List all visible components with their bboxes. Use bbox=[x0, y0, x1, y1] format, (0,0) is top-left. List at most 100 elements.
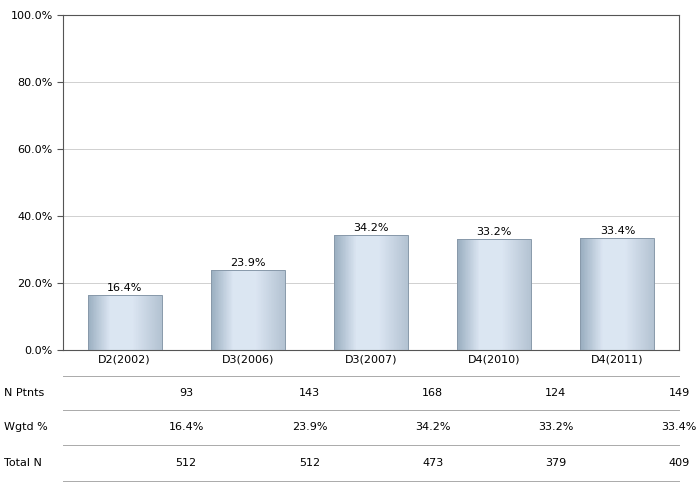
Bar bbox=[399, 236, 400, 350]
Bar bbox=[645, 238, 646, 350]
Bar bbox=[397, 236, 398, 350]
Bar bbox=[92, 295, 93, 350]
Bar bbox=[160, 295, 161, 350]
Bar bbox=[474, 239, 475, 350]
Bar bbox=[153, 295, 154, 350]
Bar bbox=[257, 270, 258, 350]
Bar bbox=[246, 270, 247, 350]
Bar bbox=[239, 270, 240, 350]
Bar bbox=[383, 236, 384, 350]
Bar bbox=[350, 236, 351, 350]
Bar bbox=[140, 295, 141, 350]
Bar bbox=[358, 236, 359, 350]
Bar bbox=[266, 270, 267, 350]
Bar bbox=[387, 236, 388, 350]
Bar bbox=[89, 295, 90, 350]
Bar bbox=[358, 236, 359, 350]
Bar bbox=[352, 236, 353, 350]
Text: 16.4%: 16.4% bbox=[107, 283, 142, 293]
Bar bbox=[509, 239, 510, 350]
Bar bbox=[636, 238, 637, 350]
Bar bbox=[516, 239, 517, 350]
Bar bbox=[341, 236, 342, 350]
Bar bbox=[396, 236, 397, 350]
Bar bbox=[627, 238, 628, 350]
Bar bbox=[268, 270, 269, 350]
Bar bbox=[145, 295, 146, 350]
Bar bbox=[221, 270, 222, 350]
Bar bbox=[280, 270, 281, 350]
Bar bbox=[220, 270, 221, 350]
Bar bbox=[136, 295, 137, 350]
Bar bbox=[593, 238, 594, 350]
Bar bbox=[91, 295, 92, 350]
Bar bbox=[491, 239, 492, 350]
Bar bbox=[640, 238, 641, 350]
Bar bbox=[624, 238, 625, 350]
Bar bbox=[101, 295, 102, 350]
Bar bbox=[471, 239, 472, 350]
Bar bbox=[264, 270, 265, 350]
Bar bbox=[100, 295, 101, 350]
Bar bbox=[94, 295, 95, 350]
Text: 23.9%: 23.9% bbox=[292, 422, 327, 432]
Bar bbox=[522, 239, 523, 350]
Bar bbox=[254, 270, 255, 350]
Bar bbox=[457, 239, 531, 350]
Bar bbox=[107, 295, 108, 350]
Bar bbox=[238, 270, 239, 350]
Bar bbox=[504, 239, 505, 350]
Bar bbox=[366, 236, 367, 350]
Bar bbox=[524, 239, 525, 350]
Bar bbox=[344, 236, 345, 350]
Bar bbox=[610, 238, 611, 350]
Bar bbox=[113, 295, 114, 350]
Bar bbox=[483, 239, 484, 350]
Text: 16.4%: 16.4% bbox=[169, 422, 204, 432]
Bar bbox=[342, 236, 343, 350]
Bar bbox=[466, 239, 467, 350]
Bar bbox=[359, 236, 360, 350]
Bar bbox=[607, 238, 608, 350]
Bar bbox=[123, 295, 124, 350]
Bar bbox=[372, 236, 373, 350]
Bar bbox=[211, 270, 212, 350]
Text: 143: 143 bbox=[299, 388, 320, 398]
Bar bbox=[384, 236, 385, 350]
Bar bbox=[218, 270, 219, 350]
Bar bbox=[612, 238, 613, 350]
Bar bbox=[363, 236, 364, 350]
Bar bbox=[643, 238, 644, 350]
Bar bbox=[112, 295, 113, 350]
Bar bbox=[629, 238, 630, 350]
Bar bbox=[233, 270, 234, 350]
Bar bbox=[345, 236, 346, 350]
Text: 512: 512 bbox=[176, 458, 197, 468]
Bar bbox=[626, 238, 627, 350]
Bar bbox=[376, 236, 377, 350]
Bar bbox=[265, 270, 266, 350]
Text: 23.9%: 23.9% bbox=[230, 258, 265, 268]
Bar bbox=[343, 236, 344, 350]
Bar bbox=[512, 239, 513, 350]
Bar bbox=[481, 239, 482, 350]
Bar bbox=[620, 238, 621, 350]
Bar bbox=[594, 238, 595, 350]
Bar bbox=[392, 236, 393, 350]
Bar bbox=[362, 236, 363, 350]
Bar bbox=[256, 270, 257, 350]
Bar bbox=[114, 295, 115, 350]
Bar bbox=[132, 295, 133, 350]
Bar bbox=[235, 270, 236, 350]
Bar bbox=[646, 238, 647, 350]
Bar bbox=[400, 236, 401, 350]
Bar bbox=[334, 236, 408, 350]
Bar bbox=[223, 270, 224, 350]
Bar bbox=[522, 239, 524, 350]
Bar bbox=[407, 236, 408, 350]
Bar bbox=[528, 239, 529, 350]
Text: 409: 409 bbox=[668, 458, 690, 468]
Bar bbox=[594, 238, 595, 350]
Bar bbox=[117, 295, 118, 350]
Bar bbox=[274, 270, 275, 350]
